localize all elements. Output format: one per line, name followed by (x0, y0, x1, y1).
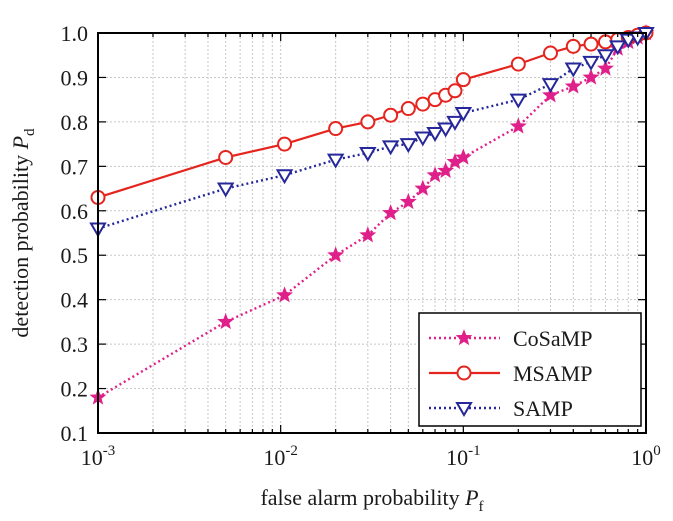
legend-marker-cosamp (455, 329, 473, 346)
data-point-samp (509, 93, 528, 109)
series-line-msamp (97, 31, 647, 199)
y-tick-label: 0.8 (61, 110, 89, 135)
y-tick-label: 1.0 (61, 21, 89, 46)
data-point-cosamp (509, 117, 527, 134)
data-point-msamp (510, 56, 526, 72)
data-point-msamp (328, 121, 344, 137)
data-point-cosamp (327, 246, 345, 263)
x-tick-label-base: 10 (631, 445, 653, 470)
data-point-samp (541, 78, 560, 94)
tick-labels: 0.10.20.30.40.50.60.70.80.91.010-3 10-2 10… (61, 21, 661, 470)
data-point-cosamp (414, 179, 432, 196)
data-point-msamp (542, 45, 558, 61)
x-tick-label: 10-3 (81, 443, 116, 470)
y-tick-label: 0.4 (61, 288, 89, 313)
data-point-cosamp (564, 77, 582, 94)
data-point-msamp (218, 149, 234, 165)
data-point-samp (596, 49, 615, 65)
data-point-msamp (583, 36, 599, 52)
legend-label-cosamp: CoSaMP (513, 326, 592, 351)
data-point-samp (414, 131, 432, 147)
x-tick-label-exponent: -1 (468, 443, 481, 459)
data-point-msamp (360, 114, 376, 130)
y-tick-label: 0.7 (61, 154, 89, 179)
legend: CoSaMP MSAMP SAMP (418, 312, 642, 427)
data-point-samp (381, 140, 400, 156)
y-tick-label: 0.1 (61, 421, 89, 446)
data-point-samp (399, 138, 418, 154)
series-line-samp (97, 31, 647, 230)
data-point-cosamp (597, 59, 614, 76)
x-axis-title: false alarm probability Pf (260, 485, 483, 515)
y-tick-label: 0.9 (61, 65, 89, 90)
x-tick-label-base: 10 (446, 445, 468, 470)
y-tick-label: 0.2 (61, 377, 89, 402)
data-point-cosamp (217, 312, 235, 330)
data-point-cosamp (542, 86, 559, 103)
data-point-msamp (447, 83, 463, 99)
x-axis-title-text: false alarm probability (260, 485, 465, 510)
x-tick-label: 10-1 (446, 443, 481, 470)
x-axis-title-symbol: P (464, 485, 478, 510)
x-tick-label-base: 10 (81, 445, 103, 470)
data-point-cosamp (454, 148, 472, 165)
data-point-samp (275, 169, 294, 185)
plot-frame (97, 32, 647, 434)
x-tick-label-exponent: -2 (285, 443, 298, 459)
data-point-cosamp (582, 68, 600, 85)
data-point-msamp (415, 96, 431, 112)
data-point-msamp (455, 72, 471, 88)
data-point-msamp (277, 136, 293, 152)
data-point-samp (426, 127, 444, 142)
series-msamp (90, 25, 654, 205)
y-tick-label: 0.3 (61, 332, 89, 357)
x-tick-label: 100 (631, 443, 661, 470)
data-point-samp (608, 40, 627, 56)
x-tick-label: 10-2 (263, 443, 298, 470)
series-layer (89, 24, 655, 405)
data-point-samp (359, 147, 377, 162)
data-point-cosamp (359, 226, 377, 243)
data-point-samp (454, 107, 473, 122)
x-axis-title-subscript: f (479, 499, 484, 515)
x-tick-label-exponent: 0 (653, 443, 661, 459)
data-point-samp (564, 62, 583, 78)
data-point-cosamp (426, 166, 444, 183)
data-point-samp (582, 55, 600, 71)
y-axis-title-subscript: d (22, 128, 38, 136)
data-point-cosamp (399, 192, 417, 210)
data-point-cosamp (437, 161, 455, 178)
y-tick-label: 0.6 (61, 199, 89, 224)
legend-label-msamp: MSAMP (513, 361, 592, 386)
y-axis-title-text: detection probability (8, 149, 33, 337)
x-tick-label-base: 10 (263, 445, 285, 470)
y-axis-title: detection probability Pd (8, 128, 38, 338)
series-samp (89, 27, 655, 238)
y-axis-title-symbol: P (8, 136, 33, 150)
data-point-samp (436, 122, 455, 138)
y-tick-label: 0.5 (61, 243, 89, 268)
data-point-msamp (383, 107, 399, 123)
data-point-samp (216, 182, 235, 198)
legend-marker-samp (455, 402, 473, 417)
data-point-msamp (565, 38, 581, 54)
legend-marker-msamp (456, 365, 472, 381)
data-point-msamp (400, 101, 416, 117)
x-tick-label-exponent: -3 (103, 443, 116, 459)
data-point-samp (326, 153, 345, 169)
series-cosamp (89, 24, 655, 405)
data-point-samp (446, 115, 464, 131)
data-point-cosamp (382, 204, 400, 221)
legend-label-samp: SAMP (513, 396, 573, 421)
data-point-cosamp (276, 286, 293, 303)
